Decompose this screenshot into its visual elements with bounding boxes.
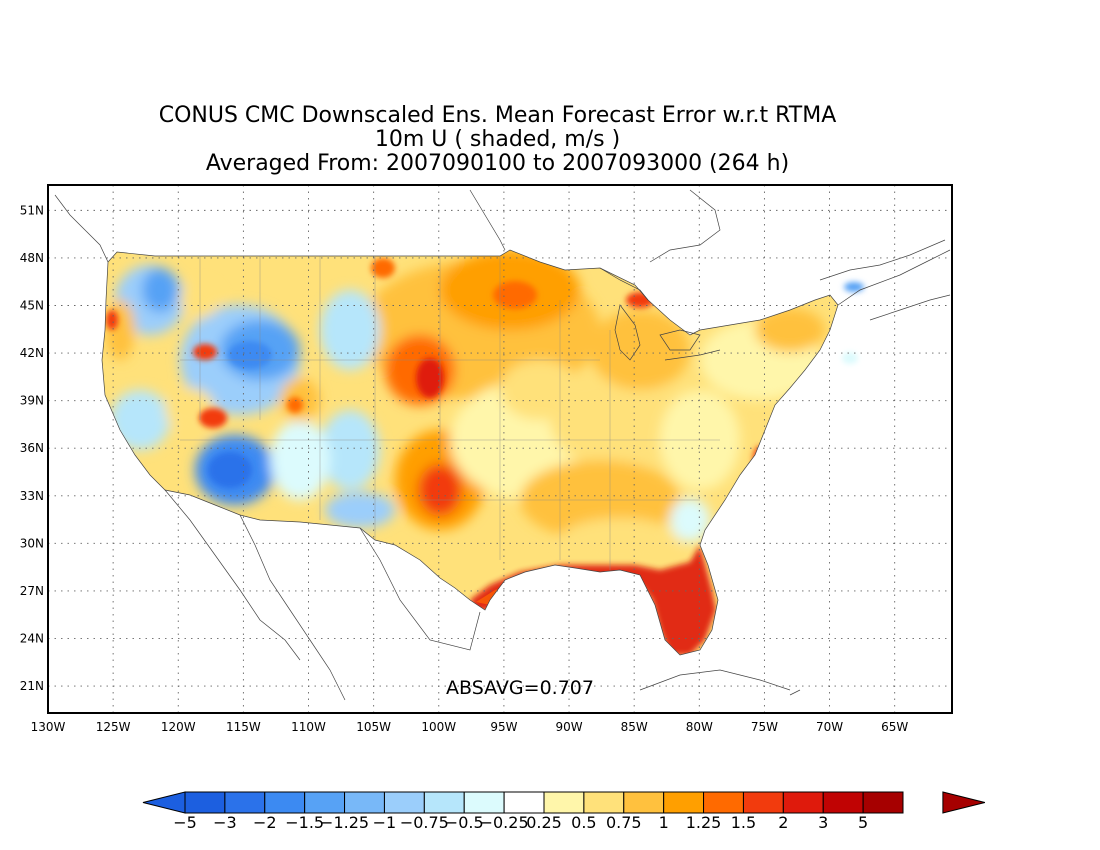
shaded-error-field: [102, 250, 838, 655]
colorbar-label: −2: [253, 813, 277, 832]
lon-tick-label: 85W: [621, 720, 648, 734]
lat-tick-label: 21N: [20, 679, 44, 693]
lon-tick-label: 80W: [686, 720, 713, 734]
graticule-grid: [48, 185, 952, 713]
lon-tick-label: 90W: [555, 720, 582, 734]
offshore-shading: [842, 282, 864, 364]
lon-tick-label: 125W: [96, 720, 131, 734]
lon-tick-label: 110W: [291, 720, 326, 734]
colorbar-label: −0.75: [400, 813, 449, 832]
colorbar-swatch: [623, 791, 665, 814]
colorbar-label: 0.25: [526, 813, 562, 832]
colorbar-label: 2: [778, 813, 788, 832]
colorbar-swatch: [782, 791, 824, 814]
lat-tick-label: 30N: [20, 536, 44, 550]
colorbar-swatch: [423, 791, 465, 814]
colorbar-swatch: [663, 791, 705, 814]
lat-tick-label: 51N: [20, 203, 44, 217]
colorbar-label: −5: [173, 813, 197, 832]
lon-tick-label: 100W: [421, 720, 456, 734]
lon-tick-label: 95W: [490, 720, 517, 734]
lon-tick-label: 130W: [31, 720, 66, 734]
colorbar-high-extension: [942, 791, 986, 814]
lat-tick-label: 48N: [20, 251, 44, 265]
chart-title-line3: Averaged From: 2007090100 to 2007093000 …: [205, 151, 790, 176]
colorbar-low-extension: [142, 791, 186, 814]
lat-tick-label: 45N: [20, 299, 44, 313]
lat-tick-label: 24N: [20, 631, 44, 645]
colorbar-label: −1.5: [285, 813, 324, 832]
chart-title-line2: 10m U ( shaded, m/s ): [374, 127, 621, 152]
colorbar-label: 1.5: [731, 813, 756, 832]
lat-tick-label: 36N: [20, 441, 44, 455]
map-frame: [47, 184, 953, 714]
chart-title-line1: CONUS CMC Downscaled Ens. Mean Forecast …: [158, 103, 837, 128]
colorbar-swatch: [463, 791, 505, 814]
colorbar-label: 1.25: [686, 813, 722, 832]
colorbar-label: 1: [659, 813, 669, 832]
colorbar-swatch: [503, 791, 545, 814]
colorbar-swatch: [383, 791, 425, 814]
colorbar-swatch: [224, 791, 266, 814]
colorbar-label: −1: [373, 813, 397, 832]
colorbar-label: −1.25: [320, 813, 369, 832]
colorbar-swatch: [703, 791, 744, 814]
lat-tick-label: 27N: [20, 584, 44, 598]
colorbar-swatch: [583, 791, 625, 814]
colorbar-label: −3: [213, 813, 237, 832]
colorbar: −5 −3 −2 −1.5−1.25 −1 −0.75−0.5−0.250.25 0.5 0.…: [142, 791, 986, 832]
lon-tick-label: 70W: [816, 720, 843, 734]
colorbar-swatch: [344, 791, 385, 814]
lon-tick-label: 105W: [356, 720, 391, 734]
lat-tick-label: 33N: [20, 489, 44, 503]
colorbar-label: 5: [858, 813, 868, 832]
colorbar-label: −0.5: [445, 813, 484, 832]
longitude-axis: 130W 125W 120W 115W 110W 105W 100W 95W 90W 85W 80W…: [31, 720, 909, 734]
colorbar-swatch: [543, 791, 585, 814]
lat-tick-label: 39N: [20, 394, 44, 408]
lon-tick-label: 120W: [161, 720, 196, 734]
colorbar-swatch: [822, 791, 864, 814]
latitude-axis: 51N 48N 45N 42N 39N 36N 33N 30N 27N 24N 21N: [20, 203, 44, 693]
colorbar-swatch: [304, 791, 346, 814]
lon-tick-label: 115W: [226, 720, 261, 734]
colorbar-swatch: [862, 791, 904, 814]
lat-tick-label: 42N: [20, 346, 44, 360]
colorbar-swatch: [742, 791, 784, 814]
colorbar-label: 0.5: [571, 813, 596, 832]
map-boundaries: [54, 189, 951, 701]
lon-tick-label: 75W: [751, 720, 778, 734]
colorbar-swatch: [264, 791, 306, 814]
absavg-annotation: ABSAVG=0.707: [446, 677, 594, 699]
lon-tick-label: 65W: [881, 720, 908, 734]
colorbar-label: 3: [818, 813, 828, 832]
colorbar-label: −0.25: [480, 813, 529, 832]
colorbar-swatch: [184, 791, 226, 814]
colorbar-label: 0.75: [606, 813, 642, 832]
